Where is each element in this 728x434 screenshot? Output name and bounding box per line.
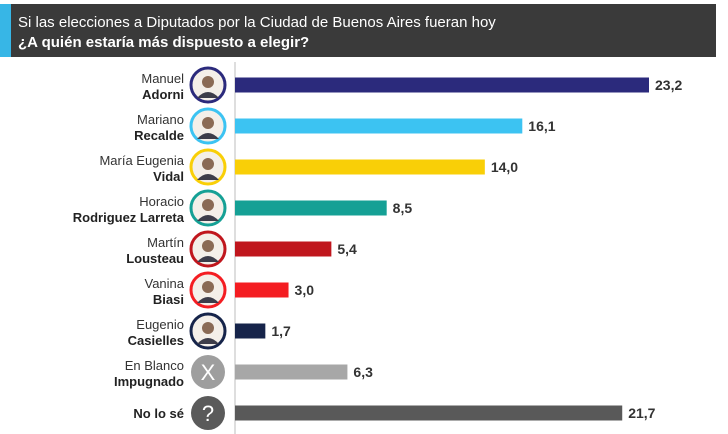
x-icon-circle: [191, 355, 225, 389]
avatar-body: [197, 256, 219, 262]
category-label-second: Impugnado: [114, 374, 184, 389]
category-label-first: Horacio: [139, 194, 184, 209]
avatar-body: [197, 297, 219, 303]
question-icon: ?: [202, 401, 214, 426]
data-label: 16,1: [528, 118, 555, 134]
avatar-body: [197, 215, 219, 221]
avatar-head: [202, 117, 214, 129]
chart-title: ¿A quién estaría más dispuesto a elegir?: [18, 34, 310, 51]
avatar-head: [202, 281, 214, 293]
category-label-second: Adorni: [142, 87, 184, 102]
bar: [235, 200, 387, 216]
avatar-head: [202, 199, 214, 211]
bar: [235, 77, 649, 93]
category-label-first: Eugenio: [136, 317, 184, 332]
question-icon-circle: [191, 396, 225, 430]
bar: [235, 405, 623, 421]
data-label: 21,7: [628, 405, 655, 421]
category-label-second: Lousteau: [126, 251, 184, 266]
bar: [235, 241, 332, 257]
avatar-head: [202, 158, 214, 170]
category-label-second: Recalde: [134, 128, 184, 143]
data-label: 3,0: [295, 282, 315, 298]
bar: [235, 282, 289, 298]
chart-header: Si las elecciones a Diputados por la Ciu…: [0, 4, 716, 57]
bar: [235, 364, 348, 380]
avatar-body: [197, 174, 219, 180]
chart-subtitle: Si las elecciones a Diputados por la Ciu…: [18, 14, 496, 31]
category-label-first: María Eugenia: [99, 153, 184, 168]
x-icon: X: [201, 360, 216, 385]
bar: [235, 118, 523, 134]
category-label-first: En Blanco: [125, 358, 184, 373]
header-accent-bar: [0, 4, 11, 57]
bar: [235, 159, 485, 175]
avatar-head: [202, 76, 214, 88]
category-label-first: Mariano: [137, 112, 184, 127]
data-label: 5,4: [337, 241, 357, 257]
data-label: 8,5: [393, 200, 413, 216]
avatar-body: [197, 133, 219, 139]
category-label-first: Vanina: [144, 276, 184, 291]
avatar-head: [202, 322, 214, 334]
data-label: 23,2: [655, 77, 682, 93]
category-label-first: Martín: [147, 235, 184, 250]
avatar-body: [197, 338, 219, 344]
category-label-second: Biasi: [153, 292, 184, 307]
category-label-second: Casielles: [128, 333, 184, 348]
data-label: 14,0: [491, 159, 518, 175]
category-label-second: No lo sé: [133, 406, 184, 421]
category-label-second: Rodriguez Larreta: [73, 210, 185, 225]
category-label-second: Vidal: [153, 169, 184, 184]
avatar-head: [202, 240, 214, 252]
data-label: 6,3: [353, 364, 373, 380]
bar: [235, 323, 266, 339]
avatar-body: [197, 92, 219, 98]
data-label: 1,7: [271, 323, 291, 339]
category-label-first: Manuel: [141, 71, 184, 86]
